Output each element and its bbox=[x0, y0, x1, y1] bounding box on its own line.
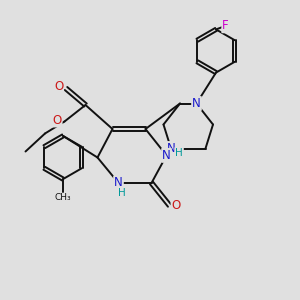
Text: F: F bbox=[222, 19, 229, 32]
Text: N: N bbox=[162, 149, 171, 162]
Text: O: O bbox=[54, 80, 63, 94]
Text: N: N bbox=[192, 97, 201, 110]
Text: H: H bbox=[175, 148, 183, 158]
Text: CH₃: CH₃ bbox=[55, 193, 71, 202]
Text: H: H bbox=[118, 188, 125, 199]
Text: N: N bbox=[114, 176, 123, 190]
Text: O: O bbox=[172, 199, 181, 212]
Text: O: O bbox=[52, 113, 62, 127]
Text: N: N bbox=[167, 142, 176, 155]
